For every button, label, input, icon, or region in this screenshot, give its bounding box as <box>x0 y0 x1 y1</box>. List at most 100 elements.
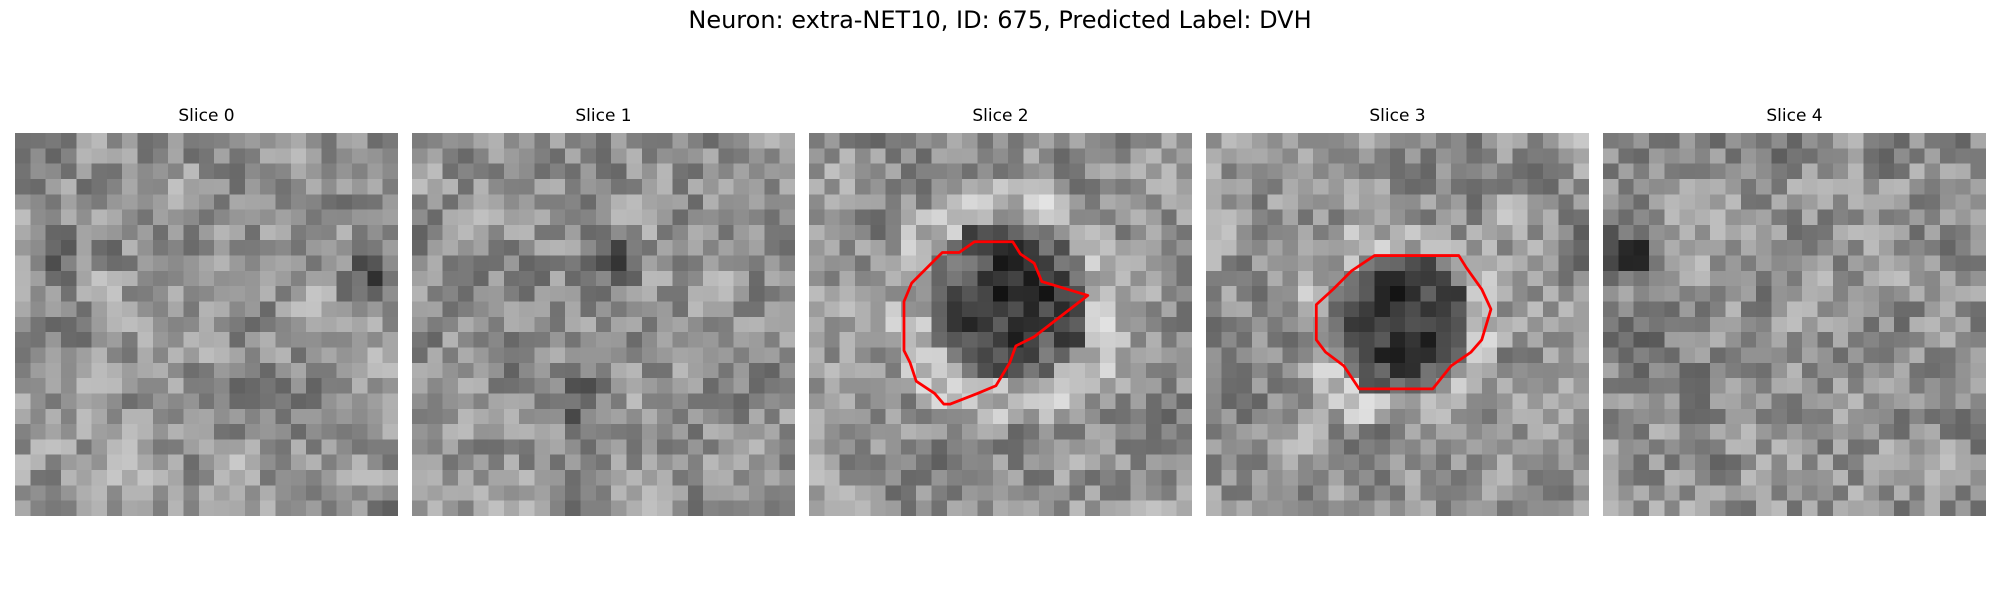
pixel <box>1251 163 1268 180</box>
pixel <box>534 270 551 287</box>
pixel <box>1328 408 1345 425</box>
pixel <box>1282 500 1299 516</box>
pixel <box>611 224 627 241</box>
pixel <box>1558 470 1574 486</box>
pixel <box>839 148 856 164</box>
pixel <box>427 163 443 180</box>
pixel <box>1725 408 1742 425</box>
pixel <box>916 485 932 501</box>
pixel <box>1328 316 1345 333</box>
pixel <box>1756 378 1772 394</box>
pixel <box>30 332 46 348</box>
pixel <box>1648 255 1665 272</box>
pixel <box>839 240 856 256</box>
pixel <box>1756 255 1772 272</box>
pixel <box>1084 500 1101 516</box>
pixel <box>1603 500 1619 516</box>
pixel <box>352 255 368 272</box>
pixel <box>1618 240 1634 256</box>
pixel <box>367 316 383 333</box>
pixel <box>946 301 963 318</box>
pixel <box>1633 408 1650 425</box>
pixel <box>885 240 902 256</box>
pixel <box>1924 240 1941 256</box>
pixel <box>1313 362 1329 379</box>
pixel <box>1451 178 1467 195</box>
pixel <box>1466 255 1483 272</box>
pixel <box>870 362 886 379</box>
pixel <box>534 378 551 394</box>
pixel <box>1832 301 1849 318</box>
pixel <box>503 178 520 195</box>
pixel <box>626 224 643 241</box>
pixel <box>1038 347 1055 364</box>
pixel <box>1817 194 1834 210</box>
pixel <box>1435 362 1452 379</box>
pixel <box>488 286 505 302</box>
pixel <box>641 178 658 195</box>
pixel <box>1756 178 1772 195</box>
pixel <box>916 240 932 256</box>
pixel <box>854 347 871 364</box>
pixel <box>152 424 169 440</box>
pixel <box>1940 470 1956 486</box>
pixel <box>870 286 886 302</box>
pixel <box>534 194 551 210</box>
pixel <box>412 393 428 410</box>
pixel <box>1924 454 1941 471</box>
pixel <box>595 255 612 272</box>
pixel <box>824 393 840 410</box>
pixel <box>916 470 932 486</box>
pixel <box>1359 347 1375 364</box>
pixel <box>45 255 62 272</box>
pixel <box>1878 454 1895 471</box>
pixel <box>1802 378 1818 394</box>
pixel <box>1023 378 1040 394</box>
pixel <box>900 240 917 256</box>
pixel <box>1451 194 1467 210</box>
pixel <box>1894 163 1910 180</box>
pixel <box>1679 270 1696 287</box>
pixel <box>1251 500 1268 516</box>
pixel <box>1512 332 1529 348</box>
pixel <box>595 362 612 379</box>
pixel <box>1297 347 1314 364</box>
pixel <box>1863 209 1880 226</box>
pixel <box>885 255 902 272</box>
pixel <box>1374 378 1391 394</box>
pixel <box>15 194 31 210</box>
pixel <box>870 148 886 164</box>
pixel <box>809 347 825 364</box>
pixel <box>137 393 154 410</box>
pixel <box>1054 178 1070 195</box>
pixel <box>657 224 673 241</box>
pixel <box>382 224 398 241</box>
pixel <box>870 178 886 195</box>
pixel <box>76 347 92 364</box>
pixel <box>412 362 428 379</box>
pixel <box>1802 163 1818 180</box>
pixel <box>1405 286 1421 302</box>
pixel <box>1694 178 1711 195</box>
pixel <box>1573 500 1589 516</box>
pixel <box>1512 470 1529 486</box>
pixel <box>1267 286 1283 302</box>
pixel <box>1236 362 1253 379</box>
pixel <box>290 178 307 195</box>
pixel <box>1863 347 1880 364</box>
pixel <box>916 209 932 226</box>
pixel <box>1161 133 1177 149</box>
pixel <box>122 470 138 486</box>
pixel <box>672 163 689 180</box>
pixel <box>1435 240 1452 256</box>
pixel <box>1878 163 1895 180</box>
pixel <box>1084 316 1101 333</box>
pixel <box>30 163 46 180</box>
pixel <box>657 301 673 318</box>
pixel <box>45 362 62 379</box>
pixel <box>1527 378 1544 394</box>
pixel <box>1909 301 1926 318</box>
pixel <box>1527 439 1544 456</box>
pixel <box>321 378 338 394</box>
pixel <box>229 500 246 516</box>
